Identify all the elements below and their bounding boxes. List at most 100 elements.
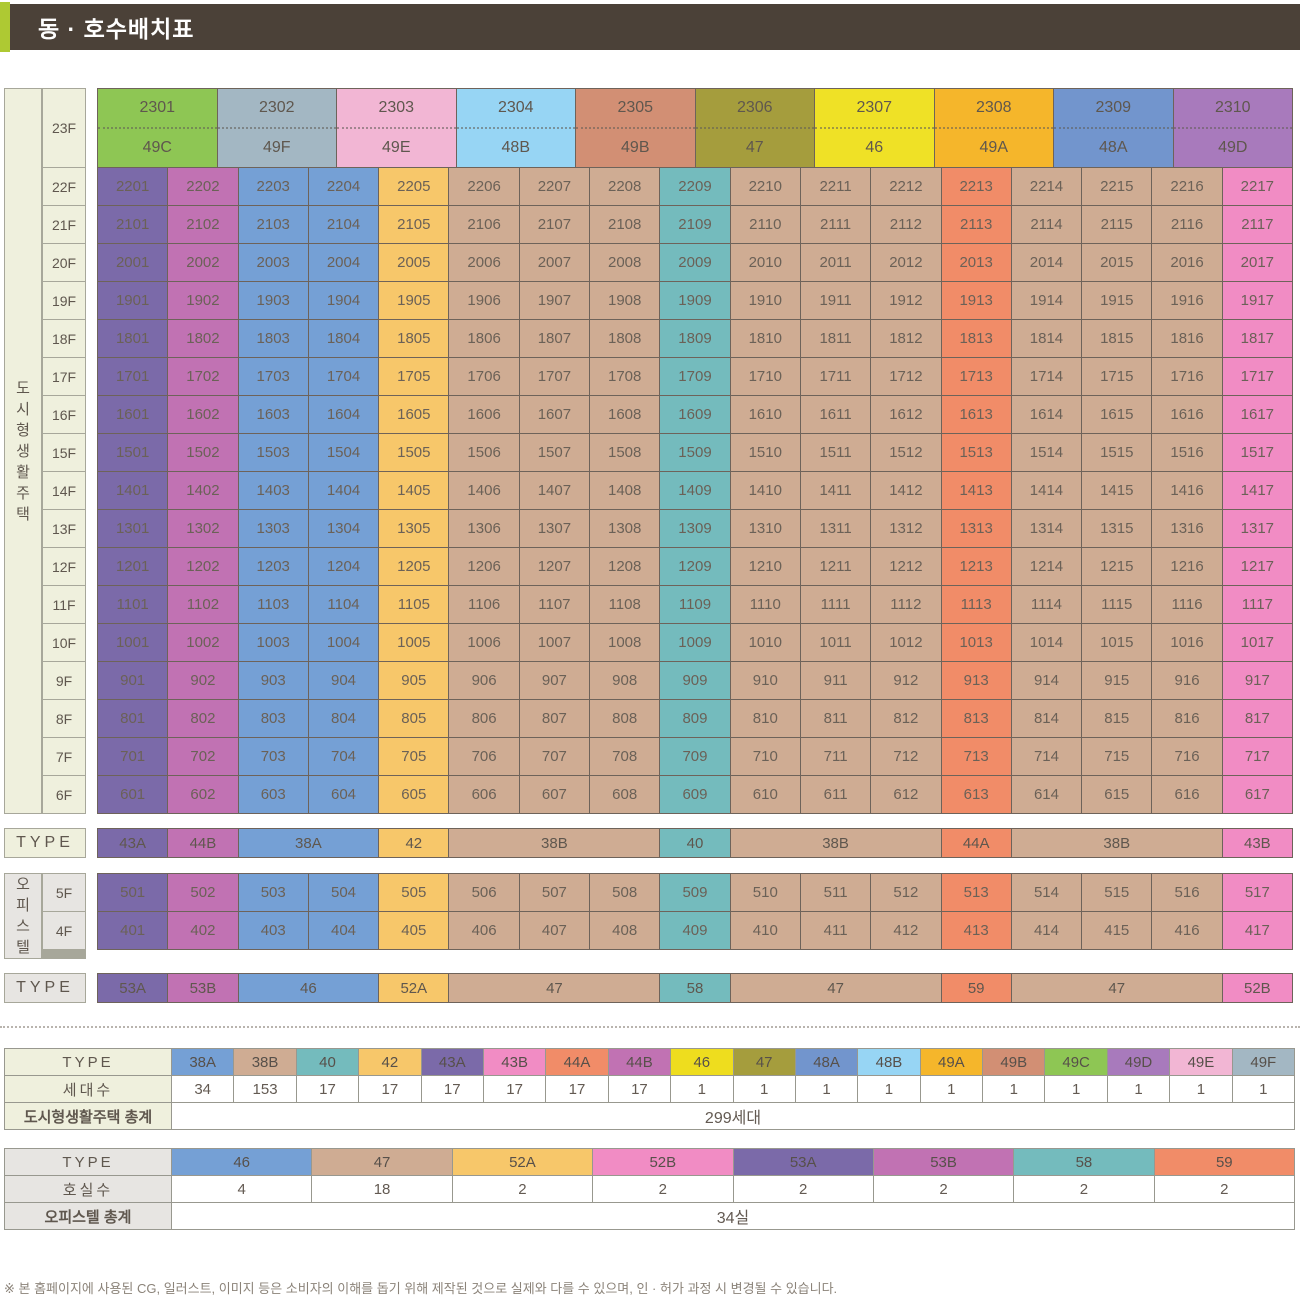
type-cell: 44B: [168, 829, 238, 857]
unit-cell: 2109: [660, 206, 730, 243]
unit-cell: 802: [168, 700, 238, 737]
floor-label: 5F: [43, 874, 85, 911]
floor-label: 7F: [43, 738, 85, 775]
type-cell: 38B: [1011, 829, 1222, 857]
unit-cell: 1205: [379, 548, 449, 585]
summary-count-cell: 4: [172, 1176, 312, 1202]
unit-cell: 2016: [1152, 244, 1222, 281]
unit-cell: 1908: [590, 282, 660, 319]
vertical-char: 형: [16, 421, 30, 439]
unit-cell: 513: [941, 874, 1011, 911]
floor-label: 8F: [43, 700, 85, 737]
unit-cell: 1803: [238, 320, 308, 357]
unit-cell: 1305: [379, 510, 449, 547]
unit-cell: 2214: [1011, 168, 1082, 205]
unit-cell: 512: [871, 874, 941, 911]
summary-type-header: 46: [172, 1149, 312, 1175]
unit-cell: 2205: [379, 168, 449, 205]
unit-cell: 1102: [168, 586, 238, 623]
unit-cell: 1011: [800, 624, 871, 661]
summary-officetel-type-label: TYPE: [5, 1149, 171, 1175]
unit-cell: 1301: [98, 510, 168, 547]
unit-cell: 2111: [800, 206, 871, 243]
unit-cell: 1616: [1152, 396, 1222, 433]
unit-cell: 1810: [730, 320, 800, 357]
floor-label: 14F: [43, 472, 85, 509]
summary-type-header: 48B: [858, 1049, 920, 1075]
unit-cell: 2102: [168, 206, 238, 243]
unit-cell: 1806: [449, 320, 519, 357]
unit-cell: 712: [871, 738, 941, 775]
unit-cell: 2008: [590, 244, 660, 281]
unit-cell: 415: [1082, 912, 1152, 949]
unit-cell: 1601: [98, 396, 168, 433]
unit-cell: 603: [238, 776, 308, 813]
unit-cell: 1308: [590, 510, 660, 547]
housing-floor-labels: 23F 22F 21F 20F 19F 18F 17F 16F 15F 14F 13F 12F 11F 1…: [42, 88, 86, 814]
unit-type: 49C: [142, 139, 172, 156]
summary-type-header: 53A: [733, 1149, 873, 1175]
unit-cell: 2213: [941, 168, 1011, 205]
unit-cell: 608: [590, 776, 660, 813]
unit-cell: 605: [379, 776, 449, 813]
unit-cell: 1713: [941, 358, 1011, 395]
unit-cell: 1711: [800, 358, 871, 395]
unit-cell: 514: [1011, 874, 1082, 911]
officetel-unit-grid: 501 502 503 504 505 506 507 508 509 510 511 512 513 5…: [97, 873, 1293, 950]
unit-cell: 1902: [168, 282, 238, 319]
unit-cell: 1509: [660, 434, 730, 471]
unit-cell: 1907: [519, 282, 590, 319]
unit-cell: 502: [168, 874, 238, 911]
unit-cell: 1802: [168, 320, 238, 357]
unit-cell: 709: [660, 738, 730, 775]
unit-cell: 2202: [168, 168, 238, 205]
unit-cell: 1004: [308, 624, 379, 661]
summary-count-cell: 2: [1154, 1176, 1294, 1202]
unit-cell: 715: [1082, 738, 1152, 775]
title-background: 동 · 호수배치표: [10, 4, 1300, 50]
housing-type-cells: 43A 44B 38A 42 38B 40 38B 44A 38B 43B: [97, 828, 1293, 858]
type-cell: 46: [238, 974, 379, 1002]
summary-type-header: 38B: [234, 1049, 296, 1075]
unit-cell: 1903: [238, 282, 308, 319]
vertical-char: 활: [16, 463, 30, 481]
unit-cell: 1717: [1222, 358, 1292, 395]
unit-cell: 901: [98, 662, 168, 699]
type-cell: 47: [1011, 974, 1222, 1002]
unit-cell: 2003: [238, 244, 308, 281]
unit-cell: 1114: [1011, 586, 1082, 623]
unit-cell: 1710: [730, 358, 800, 395]
unit-cell: 1515: [1082, 434, 1152, 471]
unit-cell: 903: [238, 662, 308, 699]
unit-cell: 410: [730, 912, 800, 949]
unit-cell: 1310: [730, 510, 800, 547]
officetel-floor-labels: 5F 4F: [42, 873, 86, 959]
unit-cell: 1906: [449, 282, 519, 319]
unit-cell: 1511: [800, 434, 871, 471]
unit-number: 2308: [934, 89, 1053, 129]
floor23-unit-cell: 2308 49A: [934, 89, 1053, 167]
summary-count-cell: 17: [296, 1076, 359, 1102]
summary-count-cell: 17: [608, 1076, 671, 1102]
summary-type-header: 58: [1014, 1149, 1154, 1175]
unit-cell: 806: [449, 700, 519, 737]
unit-cell: 1203: [238, 548, 308, 585]
unit-cell: 1505: [379, 434, 449, 471]
unit-cell: 405: [379, 912, 449, 949]
unit-cell: 711: [800, 738, 871, 775]
unit-cell: 614: [1011, 776, 1082, 813]
unit-cell: 2211: [800, 168, 871, 205]
unit-cell: 1211: [800, 548, 871, 585]
unit-cell: 1001: [98, 624, 168, 661]
unit-cell: 1816: [1152, 320, 1222, 357]
unit-cell: 1215: [1082, 548, 1152, 585]
unit-cell: 416: [1152, 912, 1222, 949]
unit-cell: 1911: [800, 282, 871, 319]
unit-cell: 1002: [168, 624, 238, 661]
unit-cell: 1801: [98, 320, 168, 357]
unit-cell: 1715: [1082, 358, 1152, 395]
unit-cell: 1611: [800, 396, 871, 433]
unit-cell: 1402: [168, 472, 238, 509]
unit-cell: 1407: [519, 472, 590, 509]
unit-cell: 1504: [308, 434, 379, 471]
